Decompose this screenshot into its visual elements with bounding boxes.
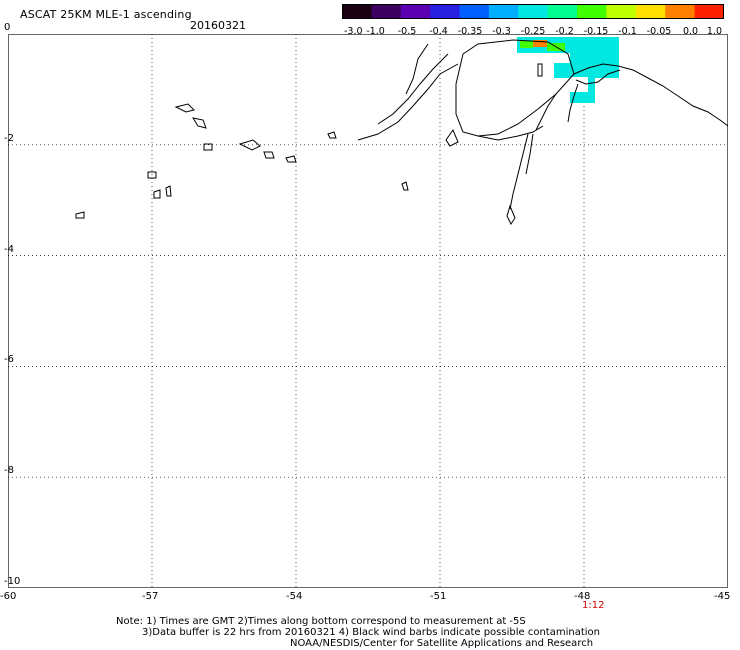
coast-line (377, 53, 449, 125)
island-outline (75, 211, 85, 219)
coast-line (535, 93, 557, 131)
colorbar-label: -3.0 (344, 26, 363, 37)
x-tick-label: -45 (714, 591, 731, 602)
coast-line (525, 133, 534, 175)
x-tick-label: -48 (574, 591, 591, 602)
colorbar-label: 0.0 (683, 26, 698, 37)
colorbar-segment (694, 4, 725, 18)
colorbar-label: -0.1 (618, 26, 637, 37)
data-cell (520, 41, 533, 48)
colorbar-segment (518, 4, 549, 18)
colorbar-label: -0.25 (521, 26, 546, 37)
coast-line (405, 43, 429, 95)
island-outline (238, 139, 261, 151)
colorbar-segment (430, 4, 461, 18)
y-tick-label: -2 (4, 132, 14, 144)
colorbar-segment (371, 4, 402, 18)
colorbar-segment (342, 4, 372, 18)
colorbar-label: -0.3 (492, 26, 511, 37)
x-tick-label: -60 (0, 591, 17, 602)
footer-note-3: NOAA/NESDIS/Center for Satellite Applica… (290, 638, 594, 649)
island-outline (147, 171, 157, 179)
island-outline (455, 39, 575, 137)
colorbar-segment (400, 4, 431, 18)
colorbar-label: -0.05 (647, 26, 672, 37)
island-outline (506, 204, 516, 225)
colorbar-segment (635, 4, 666, 18)
footer-note-1: Note: 1) Times are GMT 2)Times along bot… (116, 616, 526, 627)
y-tick-label: -8 (4, 465, 14, 477)
colorbar-label: -1.0 (366, 26, 385, 37)
colorbar-label: -0.35 (458, 26, 483, 37)
data-cell (554, 53, 570, 63)
footer-note-2: 3)Data buffer is 22 hrs from 20160321 4)… (142, 627, 600, 638)
coast-line (575, 69, 621, 85)
colorbar-segment (577, 4, 607, 18)
colorbar-label: 1.0 (707, 26, 722, 37)
y-tick-label: -4 (4, 243, 14, 255)
island-outline (285, 155, 297, 163)
data-cell (570, 77, 588, 92)
coast-line (357, 63, 459, 141)
coast-line (573, 63, 728, 127)
colorbar-segment (547, 4, 578, 18)
time-label: 1:12 (582, 600, 605, 611)
x-tick-label: -51 (430, 591, 447, 602)
colorbar: -3.0 -1.0 -0.5 -0.4 -0.35 -0.3 -0.25 -0.2 -0.15-… (342, 4, 725, 38)
colorbar-label: -0.5 (398, 26, 417, 37)
colorbar-segment (459, 4, 490, 18)
colorbar-frame (342, 4, 724, 19)
colorbar-label: -0.15 (584, 26, 609, 37)
coastline (75, 39, 728, 225)
island-outline (263, 151, 275, 159)
island-outline (537, 63, 543, 77)
wind-data-swath (517, 37, 619, 103)
coast-line (567, 83, 579, 123)
map-plot (8, 34, 728, 588)
data-cell (533, 40, 547, 47)
y-tick-label: 0 (4, 22, 11, 33)
island-outline (174, 103, 195, 113)
island-outline (401, 181, 409, 191)
x-tick-label: -54 (286, 591, 303, 602)
x-tick-label: -57 (142, 591, 159, 602)
colorbar-segment (488, 4, 519, 18)
island-outline (327, 131, 337, 139)
colorbar-label: -0.2 (555, 26, 574, 37)
island-outline (203, 143, 213, 151)
plot-frame (8, 34, 728, 588)
island-outline (153, 189, 161, 199)
island-outline (191, 117, 207, 129)
colorbar-label: -0.4 (429, 26, 448, 37)
colorbar-segment (665, 4, 696, 18)
colorbar-graphic: -3.0 -1.0 -0.5 -0.4 -0.35 -0.3 -0.25 -0.2 -0.15-… (342, 4, 725, 37)
map-title: ASCAT 25KM MLE-1 ascending (20, 8, 192, 21)
colorbar-segment (606, 4, 637, 18)
y-tick-label: -6 (4, 354, 14, 366)
coast-line (509, 133, 529, 210)
y-tick-label: -10 (4, 576, 21, 587)
grid-lines (8, 34, 728, 588)
island-outline (165, 185, 172, 197)
map-date: 20160321 (190, 19, 246, 32)
island-outline (445, 128, 459, 147)
